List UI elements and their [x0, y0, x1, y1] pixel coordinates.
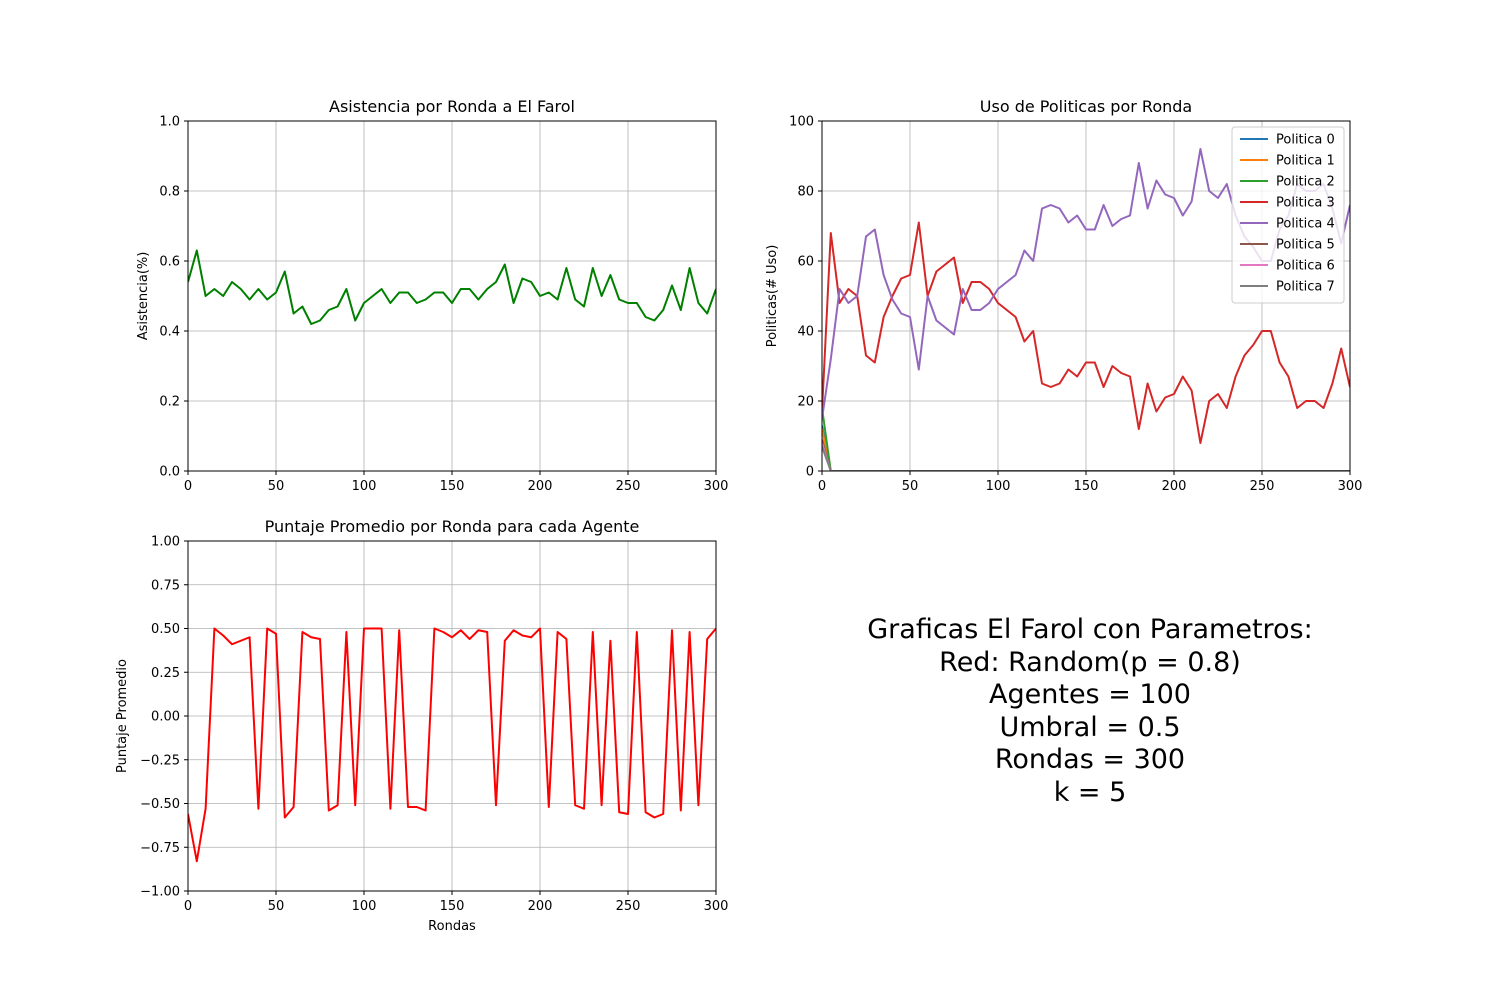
- series-line-politica-1: [822, 428, 1350, 471]
- legend-entry: Politica 4: [1276, 217, 1335, 232]
- x-tick-label: 200: [528, 479, 553, 494]
- y-tick-label: 0.25: [151, 666, 180, 681]
- x-tick-label: 100: [352, 479, 377, 494]
- x-tick-label: 250: [616, 899, 641, 914]
- legend-entry: Politica 5: [1276, 238, 1335, 253]
- y-tick-label: 20: [797, 395, 814, 410]
- legend-box: [1231, 126, 1345, 304]
- x-tick-label: 100: [352, 899, 377, 914]
- y-tick-label: 0.00: [151, 710, 180, 725]
- x-tick-label: 300: [704, 479, 729, 494]
- y-tick-label: 0.75: [151, 578, 180, 593]
- x-tick-label: 50: [268, 899, 285, 914]
- policies-chart: 0 50 100 150 200 250 300 0 20 40 60 80 100 Uso de Pol…: [765, 97, 1362, 494]
- y-tick-label: −0.25: [140, 753, 180, 768]
- series-line-score: [188, 627, 716, 863]
- x-tick-label: 150: [440, 479, 465, 494]
- x-tick-label: 300: [704, 899, 729, 914]
- y-tick-label: −1.00: [140, 885, 180, 900]
- y-axis-label: Puntaje Promedio: [115, 659, 130, 773]
- chart-title: Asistencia por Ronda a El Farol: [329, 97, 575, 116]
- y-tick-label: 0.4: [159, 325, 180, 340]
- y-tick-label: 0.8: [159, 185, 180, 200]
- caption-line-5: Rondas = 300: [994, 744, 1186, 775]
- y-tick-label: 100: [789, 115, 814, 130]
- legend-entry: Politica 0: [1276, 133, 1335, 148]
- series-line-politica-7: [822, 446, 1350, 471]
- y-tick-label: −0.75: [140, 841, 180, 856]
- chart-title: Puntaje Promedio por Ronda para cada Age…: [265, 517, 640, 536]
- caption-line-3: Agentes = 100: [989, 679, 1191, 710]
- x-tick-label: 250: [1250, 479, 1275, 494]
- x-tick-label: 50: [902, 479, 919, 494]
- x-tick-label: 50: [268, 479, 285, 494]
- x-axis-label: Rondas: [428, 919, 476, 934]
- y-tick-label: 0.0: [159, 465, 180, 480]
- x-tick-label: 300: [1338, 479, 1363, 494]
- caption-line-1: Graficas El Farol con Parametros:: [867, 614, 1313, 645]
- x-tick-label: 200: [528, 899, 553, 914]
- x-tick-label: 0: [184, 479, 192, 494]
- caption-line-4: Umbral = 0.5: [999, 711, 1181, 743]
- score-chart: 0 50 100 150 200 250 300 −1.00 −0.75 −0.50 −0.25 0.…: [115, 517, 728, 934]
- x-tick-label: 100: [986, 479, 1011, 494]
- x-tick-label: 200: [1162, 479, 1187, 494]
- caption-line-6: k = 5: [1053, 776, 1127, 808]
- series-line-attendance: [188, 249, 716, 325]
- y-tick-label: 1.00: [151, 535, 180, 550]
- y-tick-label: 60: [797, 255, 814, 270]
- y-tick-label: 1.0: [159, 115, 180, 130]
- x-tick-label: 150: [1074, 479, 1099, 494]
- legend: Politica 0 Politica 1 Politica 2 Politica 3…: [1231, 126, 1345, 304]
- legend-entry: Politica 7: [1276, 280, 1335, 295]
- legend-entry: Politica 1: [1276, 154, 1335, 169]
- chart-title: Uso de Politicas por Ronda: [980, 97, 1192, 116]
- x-tick-label: 250: [616, 479, 641, 494]
- legend-entry: Politica 3: [1276, 196, 1335, 211]
- x-tick-label: 150: [440, 899, 465, 914]
- attendance-chart: 0 50 100 150 200 250 300 0.0 0.2 0.4 0.6 0.8 1.0 Asis…: [136, 97, 728, 494]
- legend-entry: Politica 2: [1276, 175, 1335, 190]
- series-line-politica-3: [822, 221, 1350, 444]
- y-tick-label: −0.50: [140, 797, 180, 812]
- y-axis-label: Asistencia(%): [136, 252, 151, 341]
- y-tick-label: 80: [797, 185, 814, 200]
- y-tick-label: 0.6: [159, 255, 180, 270]
- x-tick-label: 0: [184, 899, 192, 914]
- y-axis-label: Politicas(# Uso): [765, 245, 780, 348]
- x-tick-label: 0: [818, 479, 826, 494]
- series-group: [188, 627, 716, 863]
- series-line-politica-2: [822, 407, 1350, 471]
- parameters-caption: Graficas El Farol con Parametros: Red: R…: [790, 614, 1390, 809]
- y-tick-label: 0: [806, 465, 814, 480]
- series-group: [822, 148, 1350, 471]
- y-tick-label: 0.50: [151, 622, 180, 637]
- y-tick-label: 0.2: [159, 395, 180, 410]
- legend-entry: Politica 6: [1276, 259, 1335, 274]
- series-group: [188, 249, 716, 325]
- caption-line-2: Red: Random(p = 0.8): [939, 646, 1241, 678]
- y-tick-label: 40: [797, 325, 814, 340]
